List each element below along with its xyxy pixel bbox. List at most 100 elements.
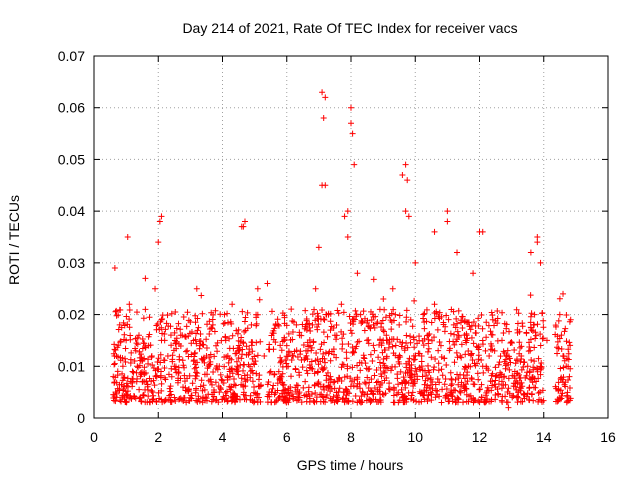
data-point [216, 389, 223, 396]
data-point [426, 369, 433, 376]
data-point [480, 369, 487, 376]
data-point [454, 320, 461, 327]
data-point [161, 365, 168, 372]
data-point [210, 386, 217, 393]
data-point [172, 366, 179, 373]
data-point [520, 363, 527, 370]
data-point [283, 342, 290, 349]
data-point [227, 386, 234, 393]
data-point [385, 385, 392, 392]
data-point [540, 317, 547, 324]
data-point [248, 321, 255, 328]
data-point [506, 328, 513, 335]
data-point [116, 321, 123, 328]
data-point [558, 395, 565, 402]
data-point [181, 372, 188, 379]
data-point [402, 208, 409, 215]
data-point [534, 368, 541, 375]
data-point [237, 338, 244, 345]
data-point [308, 347, 315, 354]
data-point [257, 398, 264, 405]
data-point [323, 384, 330, 391]
data-point [240, 367, 247, 374]
data-point [128, 349, 135, 356]
data-point [392, 342, 399, 349]
data-point [192, 312, 199, 319]
data-point [250, 399, 257, 406]
data-point [552, 322, 559, 329]
data-point [249, 378, 256, 385]
data-point [567, 395, 574, 402]
data-point [554, 398, 561, 405]
data-point [489, 316, 496, 323]
data-point [446, 338, 453, 345]
data-point [376, 359, 383, 366]
data-point [221, 320, 228, 327]
data-point [540, 324, 547, 331]
data-point [439, 372, 446, 379]
data-point [419, 367, 426, 374]
data-point [428, 397, 435, 404]
data-point [343, 355, 350, 362]
data-point [502, 362, 509, 369]
data-point [500, 348, 507, 355]
data-point [155, 355, 162, 362]
data-point [134, 363, 141, 370]
data-point [168, 391, 175, 398]
data-point [242, 327, 249, 334]
data-point [304, 393, 311, 400]
data-point [540, 397, 547, 404]
data-point [405, 213, 412, 220]
data-point [420, 342, 427, 349]
data-point [230, 389, 237, 396]
data-point [249, 348, 256, 355]
data-point [193, 340, 200, 347]
data-point [371, 384, 378, 391]
data-point [167, 399, 174, 406]
data-point [253, 370, 260, 377]
data-point [283, 390, 290, 397]
data-point [128, 395, 135, 402]
y-tick-label: 0 [77, 410, 85, 426]
data-point [266, 369, 273, 376]
data-point [339, 361, 346, 368]
data-point [224, 376, 231, 383]
data-point [559, 390, 566, 397]
data-point [561, 381, 568, 388]
data-point [267, 368, 274, 375]
data-point [338, 301, 345, 308]
data-point [145, 356, 152, 363]
data-point [343, 386, 350, 393]
data-point [111, 393, 118, 400]
data-point [324, 369, 331, 376]
data-point [483, 334, 490, 341]
data-point [322, 399, 329, 406]
data-point [142, 306, 149, 313]
data-point [135, 364, 142, 371]
data-point [472, 329, 479, 336]
data-point [330, 324, 337, 331]
data-point [338, 328, 345, 335]
data-point [462, 364, 469, 371]
data-point [180, 313, 187, 320]
data-point [357, 311, 364, 318]
data-point [467, 326, 474, 333]
data-point [564, 393, 571, 400]
data-point [198, 292, 205, 299]
data-point [180, 398, 187, 405]
data-point [212, 397, 219, 404]
data-point [190, 358, 197, 365]
data-point [359, 389, 366, 396]
data-point [516, 328, 523, 335]
data-point [444, 208, 451, 215]
data-point [201, 386, 208, 393]
data-point [172, 340, 179, 347]
data-point [402, 161, 409, 168]
data-point [117, 339, 124, 346]
data-point [392, 311, 399, 318]
data-point [403, 360, 410, 367]
data-point [478, 356, 485, 363]
data-point [429, 337, 436, 344]
data-point [257, 338, 264, 345]
data-point [312, 389, 319, 396]
